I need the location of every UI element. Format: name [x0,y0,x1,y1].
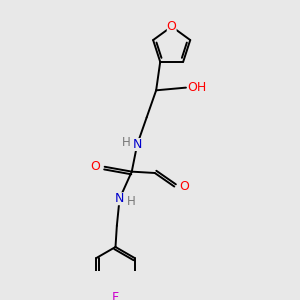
Text: O: O [90,160,100,173]
Text: O: O [179,180,189,193]
Text: N: N [115,192,124,205]
Text: H: H [122,136,130,149]
Text: N: N [133,138,142,151]
Text: F: F [112,291,119,300]
Text: O: O [167,20,177,33]
Text: OH: OH [187,81,207,94]
Text: H: H [127,195,135,208]
